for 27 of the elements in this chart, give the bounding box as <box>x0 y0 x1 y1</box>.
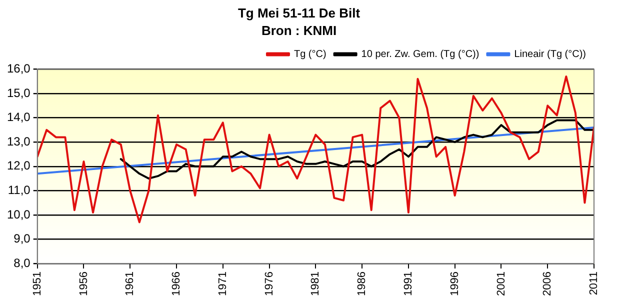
x-tick-label: 1951 <box>31 272 44 296</box>
legend-label: Lineair (Tg (°C)) <box>514 48 586 60</box>
y-tick-label: 11,0 <box>8 182 31 197</box>
y-tick-label: 9,0 <box>14 232 31 246</box>
x-tick-label: 1991 <box>402 272 414 296</box>
y-tick-label: 14,0 <box>6 110 31 124</box>
x-tick-label: 1976 <box>263 272 276 296</box>
y-tick-label: 15,0 <box>6 86 31 100</box>
x-tick-label: 2011 <box>588 272 600 296</box>
chart-subtitle: Bron : KNMI <box>261 22 337 38</box>
y-tick-label: 12,0 <box>6 158 31 173</box>
y-tick-label: 13,0 <box>6 134 31 148</box>
y-tick-label: 16,0 <box>6 62 31 76</box>
x-tick-label: 1986 <box>356 272 368 296</box>
chart-title: Tg Mei 51-11 De Bilt <box>238 5 361 20</box>
x-tick-label: 1996 <box>448 272 461 296</box>
y-tick-label: 8,0 <box>14 256 31 270</box>
x-tick-label: 1966 <box>170 272 183 296</box>
x-tick-label: 2001 <box>495 272 508 296</box>
legend-label: Tg (°C) <box>294 48 326 60</box>
y-tick-label: 10,0 <box>6 207 31 222</box>
legend-label: 10 per. Zw. Gem. (Tg (°C)) <box>361 48 480 60</box>
x-tick-label: 2006 <box>542 272 554 296</box>
x-tick-label: 1971 <box>216 272 229 296</box>
x-tick-label: 1961 <box>124 272 136 296</box>
x-tick-label: 1956 <box>78 272 90 296</box>
x-tick-label: 1981 <box>310 272 322 296</box>
